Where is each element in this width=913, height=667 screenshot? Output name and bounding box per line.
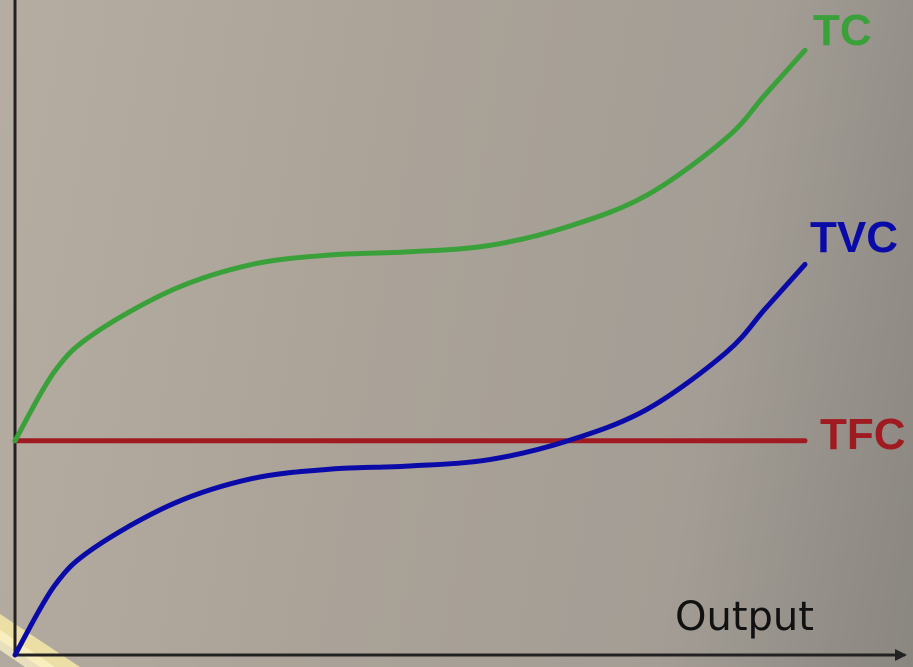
series-label-tfc: TFC [820, 410, 906, 459]
series-group [12, 47, 808, 658]
series-label-tc: TC [813, 6, 872, 55]
x-axis-label: Output [675, 594, 814, 640]
series-line-tvc [12, 261, 808, 658]
corner-stripe-decoration [0, 614, 80, 667]
series-line-tc [12, 47, 808, 444]
series-label-tvc: TVC [810, 213, 898, 262]
